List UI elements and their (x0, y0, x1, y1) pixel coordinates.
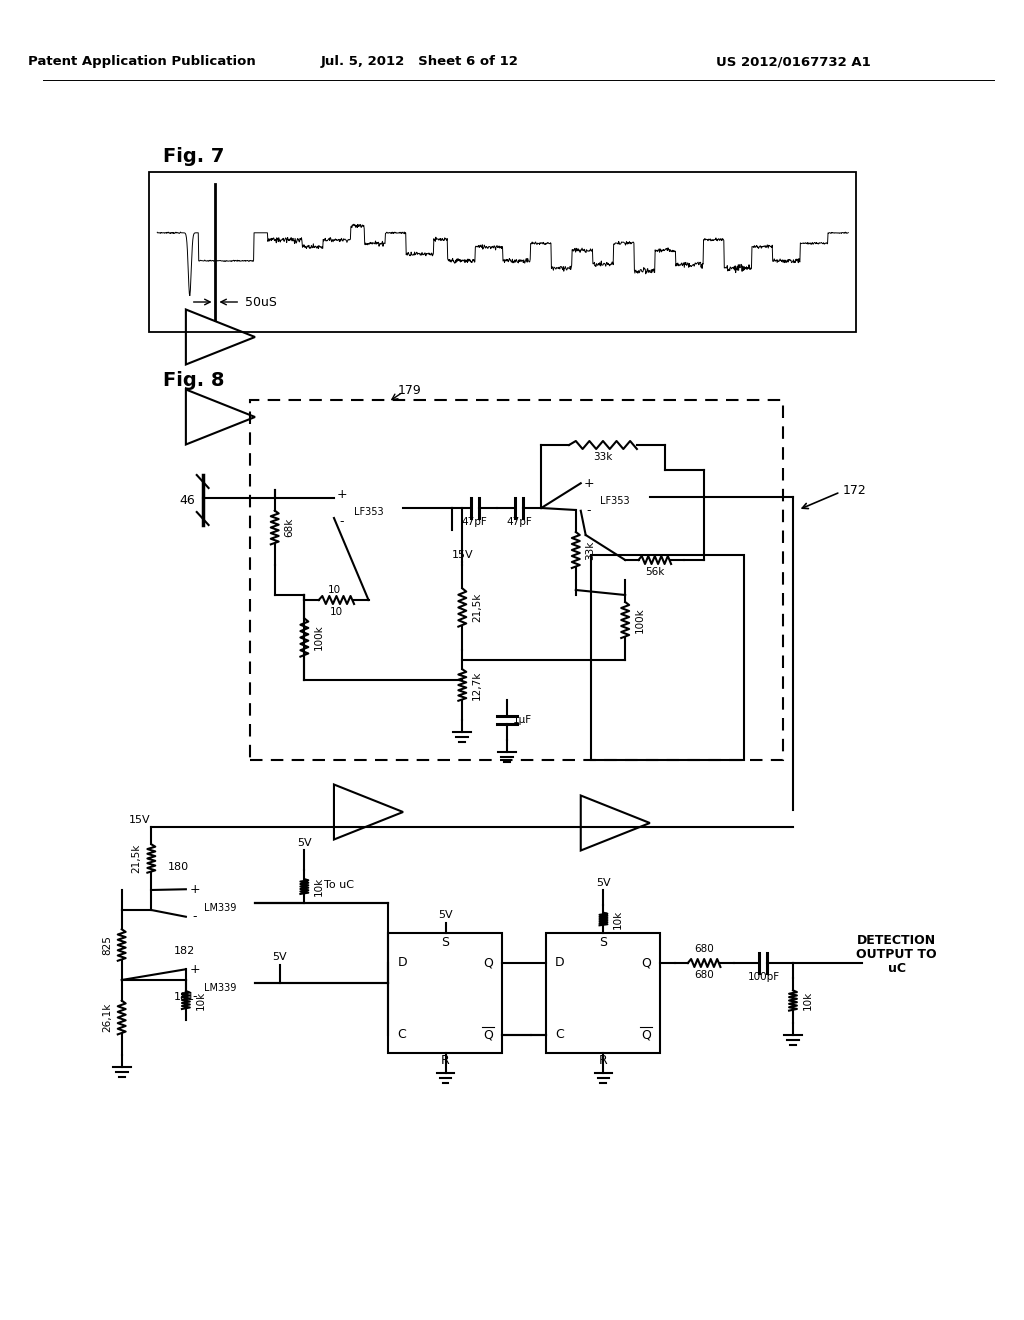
Text: uC: uC (888, 962, 905, 975)
Text: 182: 182 (174, 945, 196, 956)
Text: 10: 10 (330, 607, 343, 616)
Text: 179: 179 (398, 384, 422, 396)
Text: Patent Application Publication: Patent Application Publication (28, 55, 255, 69)
Text: OUTPUT TO: OUTPUT TO (856, 949, 937, 961)
Text: 21,5k: 21,5k (472, 593, 482, 622)
Text: LM339: LM339 (204, 983, 237, 993)
Text: 68k: 68k (285, 517, 295, 537)
Text: 15V: 15V (452, 550, 473, 560)
Text: 47pF: 47pF (506, 517, 531, 527)
Text: DETECTION: DETECTION (857, 935, 936, 948)
Text: 56k: 56k (645, 568, 665, 577)
Text: S: S (441, 936, 450, 949)
Text: +: + (189, 962, 200, 975)
Text: 680: 680 (694, 944, 714, 954)
Text: +: + (337, 488, 347, 500)
Text: 100pF: 100pF (748, 972, 779, 982)
Text: 5V: 5V (596, 878, 610, 888)
Bar (546, 933, 659, 1053)
Text: R: R (441, 1055, 450, 1068)
Text: LM339: LM339 (204, 903, 237, 913)
Bar (150, 172, 856, 333)
Text: 5V: 5V (272, 952, 287, 962)
Bar (250, 400, 783, 760)
Text: 10k: 10k (314, 876, 325, 896)
Text: C: C (397, 1028, 407, 1041)
Bar (388, 933, 502, 1053)
Text: 5V: 5V (438, 909, 453, 920)
Text: 10k: 10k (613, 909, 624, 929)
Text: S: S (599, 936, 607, 949)
Text: Q: Q (483, 1028, 493, 1041)
Text: 181: 181 (174, 991, 196, 1002)
Text: C: C (556, 1028, 564, 1041)
Text: -: - (193, 990, 197, 1003)
Text: LF353: LF353 (353, 507, 383, 517)
Text: -: - (193, 911, 197, 923)
Text: 21,5k: 21,5k (131, 843, 141, 874)
Text: 46: 46 (179, 494, 195, 507)
Text: -: - (587, 504, 591, 517)
Text: LF353: LF353 (600, 496, 630, 506)
Text: R: R (599, 1055, 608, 1068)
Text: 180: 180 (167, 862, 188, 873)
Text: 15V: 15V (129, 814, 151, 825)
Text: 33k: 33k (593, 451, 612, 462)
Text: 172: 172 (843, 483, 866, 496)
Text: 100k: 100k (635, 607, 645, 632)
Text: 10k: 10k (196, 990, 206, 1010)
Text: 825: 825 (102, 935, 112, 954)
Text: D: D (555, 957, 565, 969)
Text: 10k: 10k (803, 991, 813, 1010)
Text: D: D (397, 957, 407, 969)
Text: Q: Q (641, 1028, 651, 1041)
Text: US 2012/0167732 A1: US 2012/0167732 A1 (716, 55, 870, 69)
Text: +: + (189, 883, 200, 896)
Text: 26,1k: 26,1k (102, 1003, 112, 1032)
Text: 5V: 5V (297, 838, 311, 847)
Text: 47pF: 47pF (462, 517, 487, 527)
Bar (591, 554, 743, 760)
Text: To uC: To uC (324, 880, 354, 890)
Text: 12,7k: 12,7k (472, 671, 482, 700)
Text: Fig. 8: Fig. 8 (163, 371, 224, 389)
Text: Q: Q (641, 957, 651, 969)
Text: -: - (340, 515, 344, 528)
Text: 100k: 100k (314, 624, 325, 651)
Text: 1μF: 1μF (513, 715, 532, 725)
Text: Q: Q (483, 957, 493, 969)
Text: 10: 10 (328, 585, 341, 595)
Text: 50uS: 50uS (245, 296, 276, 309)
Text: 33k: 33k (586, 540, 596, 560)
Text: +: + (584, 477, 594, 490)
Text: Jul. 5, 2012   Sheet 6 of 12: Jul. 5, 2012 Sheet 6 of 12 (321, 55, 519, 69)
Text: Fig. 7: Fig. 7 (163, 148, 224, 166)
Text: 680: 680 (694, 970, 714, 979)
